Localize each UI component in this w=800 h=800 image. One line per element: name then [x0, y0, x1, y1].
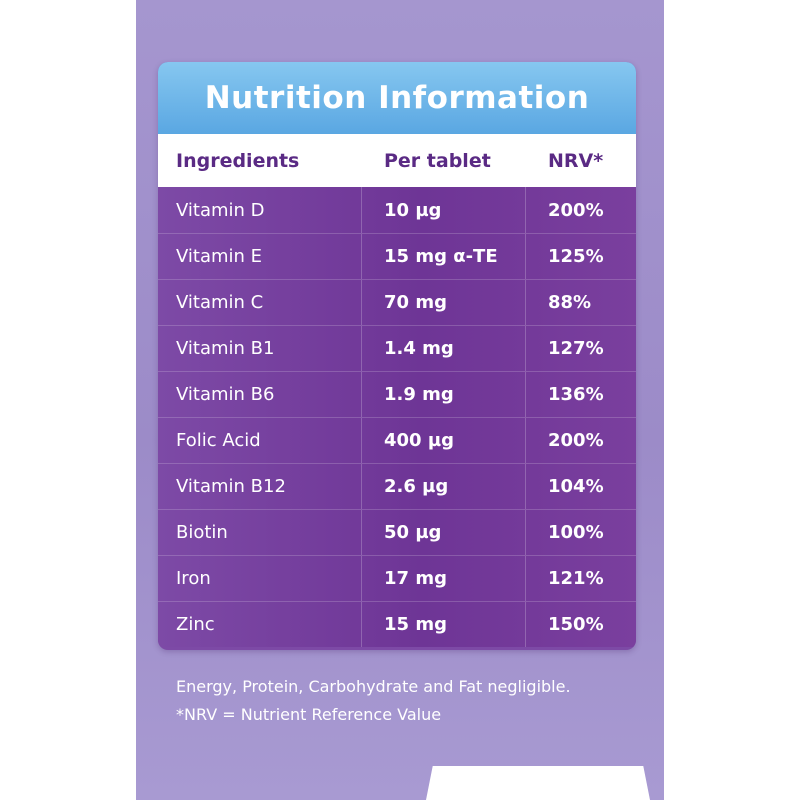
per-tablet-cell: 400 µg: [362, 418, 526, 463]
per-tablet-cell: 50 µg: [362, 510, 526, 555]
table-header-row: Ingredients Per tablet NRV*: [158, 134, 636, 187]
nrv-cell: 104%: [548, 476, 604, 497]
nrv-cell: 121%: [548, 568, 604, 589]
table-body: Vitamin D 10 µg 200% Vitamin E 15 mg α-T…: [158, 187, 636, 647]
per-tablet-cell: 70 mg: [362, 280, 526, 325]
per-tablet-cell: 2.6 µg: [362, 464, 526, 509]
footnote-nrv-definition: *NRV = Nutrient Reference Value: [176, 705, 442, 724]
per-tablet-cell: 10 µg: [362, 187, 526, 233]
title-bar: Nutrition Information: [158, 62, 636, 134]
nrv-cell: 88%: [548, 292, 592, 313]
ingredient-cell: Zinc: [158, 602, 362, 647]
per-tablet-cell: 17 mg: [362, 556, 526, 601]
ingredient-cell: Vitamin B12: [158, 464, 362, 509]
nrv-cell: 200%: [548, 430, 604, 451]
nutrition-panel: Nutrition Information Ingredients Per ta…: [158, 62, 636, 650]
header-per-tablet: Per tablet: [384, 149, 491, 172]
per-tablet-cell: 15 mg α-TE: [362, 234, 526, 279]
table-row: Vitamin B6 1.9 mg 136%: [158, 371, 636, 417]
footnote-negligible: Energy, Protein, Carbohydrate and Fat ne…: [176, 677, 571, 696]
ingredient-cell: Vitamin D: [158, 187, 362, 233]
table-row: Iron 17 mg 121%: [158, 555, 636, 601]
table-row: Folic Acid 400 µg 200%: [158, 417, 636, 463]
nrv-cell: 150%: [548, 614, 604, 635]
header-ingredients: Ingredients: [176, 149, 300, 172]
table-row: Vitamin D 10 µg 200%: [158, 187, 636, 233]
table-row: Zinc 15 mg 150%: [158, 601, 636, 647]
per-tablet-cell: 15 mg: [362, 602, 526, 647]
nrv-cell: 100%: [548, 522, 604, 543]
ingredient-cell: Iron: [158, 556, 362, 601]
nrv-cell: 136%: [548, 384, 604, 405]
table-row: Vitamin E 15 mg α-TE 125%: [158, 233, 636, 279]
ingredient-cell: Biotin: [158, 510, 362, 555]
footnotes: Energy, Protein, Carbohydrate and Fat ne…: [176, 673, 636, 729]
per-tablet-cell: 1.4 mg: [362, 326, 526, 371]
per-tablet-cell: 1.9 mg: [362, 372, 526, 417]
table-row: Biotin 50 µg 100%: [158, 509, 636, 555]
nrv-cell: 200%: [548, 199, 604, 221]
ingredient-cell: Vitamin E: [158, 234, 362, 279]
header-nrv: NRV*: [548, 149, 604, 172]
ingredient-cell: Vitamin C: [158, 280, 362, 325]
ingredient-cell: Vitamin B6: [158, 372, 362, 417]
card-bottom-notch: [426, 766, 650, 800]
ingredient-cell: Vitamin B1: [158, 326, 362, 371]
table-row: Vitamin B12 2.6 µg 104%: [158, 463, 636, 509]
panel-title: Nutrition Information: [204, 80, 590, 116]
table-row: Vitamin C 70 mg 88%: [158, 279, 636, 325]
ingredient-cell: Folic Acid: [158, 418, 362, 463]
table-row: Vitamin B1 1.4 mg 127%: [158, 325, 636, 371]
nrv-cell: 127%: [548, 338, 604, 359]
nrv-cell: 125%: [548, 246, 604, 267]
